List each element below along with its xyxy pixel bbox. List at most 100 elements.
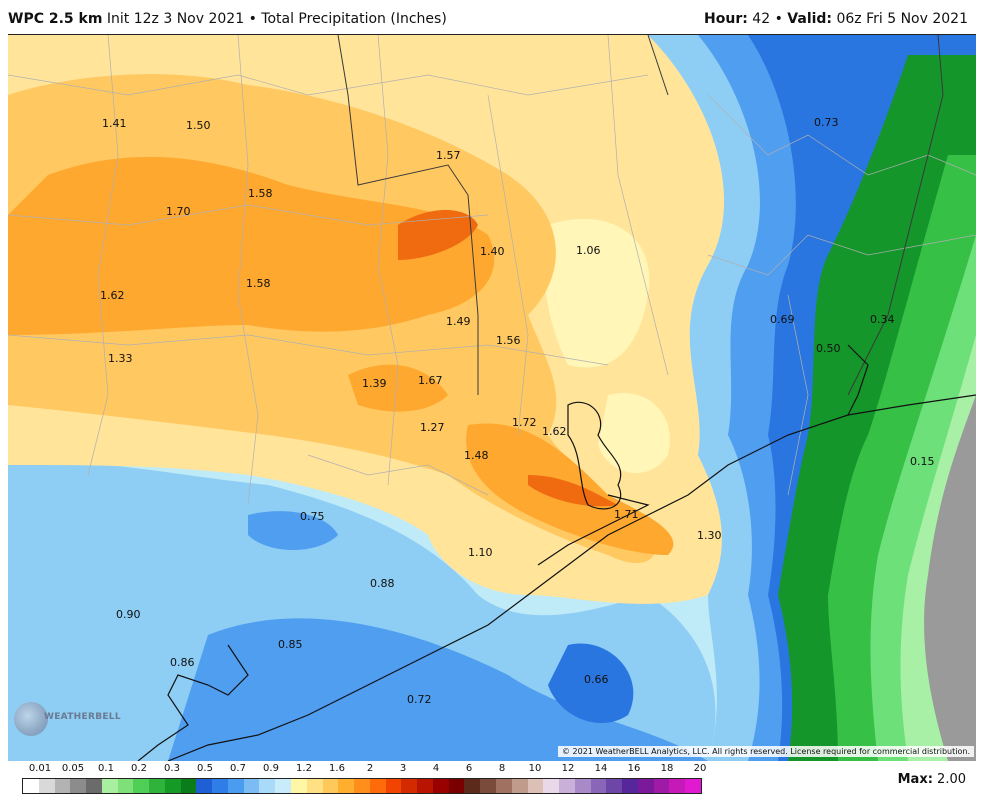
map-value-label: 1.10 (468, 546, 493, 559)
legend-swatch (432, 779, 449, 793)
map-value-label: 1.40 (480, 245, 505, 258)
legend-tick-label: 8 (498, 763, 506, 774)
legend-swatch (133, 779, 150, 793)
precipitation-map[interactable]: 1.41 1.50 1.57 1.58 1.70 1.40 1.06 0.73 1.62 1.58… (8, 34, 976, 761)
region-orange-dark-coast (528, 475, 618, 507)
map-value-label: 1.62 (100, 289, 125, 302)
county-lines (8, 35, 976, 506)
map-value-label: 0.73 (814, 116, 839, 129)
legend-swatch (685, 779, 701, 793)
legend-swatch (354, 779, 370, 793)
map-value-label: 0.86 (170, 656, 195, 669)
max-value-box: Max: 2.00 (898, 772, 966, 787)
legend-tick-label: 0.05 (61, 763, 85, 774)
max-value: 2.00 (937, 772, 966, 787)
map-value-label: 0.88 (370, 577, 395, 590)
map-value-label: 1.48 (464, 449, 489, 462)
map-value-label: 1.33 (108, 352, 133, 365)
map-value-label: 0.90 (116, 608, 141, 621)
region-blue-west (248, 511, 338, 550)
legend-swatch (259, 779, 276, 793)
legend-swatch (448, 779, 465, 793)
map-value-label: 1.58 (246, 277, 271, 290)
region-pale-yellow-bay (598, 393, 670, 474)
map-value-label: 1.71 (614, 508, 639, 521)
legend-swatch (275, 779, 292, 793)
legend-tick-label: 0.9 (263, 763, 279, 774)
map-value-label: 1.58 (248, 187, 273, 200)
valid-label: Valid: (787, 11, 833, 27)
map-value-label: 1.72 (512, 416, 537, 429)
map-value-label: 1.06 (576, 244, 601, 257)
legend-swatch (606, 779, 623, 793)
legend-tick-label: 0.01 (28, 763, 52, 774)
state-lines (337, 35, 944, 396)
map-value-label: 1.57 (436, 149, 461, 162)
legend-swatch (417, 779, 433, 793)
legend-swatch (622, 779, 638, 793)
logo-globe-icon (14, 702, 48, 736)
map-value-label: 1.49 (446, 315, 471, 328)
legend-tick-label: 2 (366, 763, 374, 774)
legend-swatch (180, 779, 197, 793)
legend-swatch (212, 779, 228, 793)
max-label: Max: (897, 772, 933, 787)
legend-tick-label: 16 (627, 763, 641, 774)
legend-swatch (669, 779, 686, 793)
region-deep-blue-south (548, 643, 634, 724)
map-canvas: 1.41 1.50 1.57 1.58 1.70 1.40 1.06 0.73 1.62 1.58… (8, 35, 976, 761)
header-title: WPC 2.5 km Init 12z 3 Nov 2021 • Total P… (8, 11, 447, 27)
legend-swatch (227, 779, 244, 793)
legend-swatch (369, 779, 386, 793)
map-value-label: 1.30 (697, 529, 722, 542)
legend-swatch (637, 779, 654, 793)
legend-swatch (590, 779, 607, 793)
region-sky-blue (8, 462, 716, 761)
hour-value: 42 (752, 11, 771, 27)
legend-swatch (401, 779, 418, 793)
legend-swatch (480, 779, 496, 793)
region-orange-center (348, 364, 448, 412)
map-value-label: 0.50 (816, 342, 841, 355)
model-name: WPC 2.5 km (8, 11, 103, 27)
legend-swatch (306, 779, 323, 793)
legend-tick-label: 0.7 (230, 763, 246, 774)
legend-swatch (559, 779, 575, 793)
legend-swatch (511, 779, 528, 793)
legend-swatch (574, 779, 591, 793)
legend-tick-label: 0.5 (197, 763, 213, 774)
region-gray (924, 395, 976, 761)
header-bar: WPC 2.5 km Init 12z 3 Nov 2021 • Total P… (0, 0, 984, 34)
legend-tick-label: 14 (594, 763, 608, 774)
legend-tick-label: 0.3 (164, 763, 180, 774)
map-value-label: 1.62 (542, 425, 567, 438)
legend-tick-label: 10 (528, 763, 542, 774)
legend-swatch (86, 779, 102, 793)
region-orange (8, 156, 495, 335)
map-value-label: 1.50 (186, 119, 211, 132)
legend-tick-label: 1.6 (329, 763, 345, 774)
legend-color-bar (22, 778, 702, 794)
legend-swatch (322, 779, 339, 793)
map-value-label: 0.75 (300, 510, 325, 523)
legend-tick-label: 12 (561, 763, 575, 774)
legend: 0.01 0.05 0.1 0.2 0.3 0.5 0.7 0.9 1.2 1.6 2 3 4 6 8 10 1… (22, 763, 706, 803)
legend-swatch (464, 779, 481, 793)
legend-swatch (117, 779, 134, 793)
value-labels: 1.41 1.50 1.57 1.58 1.70 1.40 1.06 0.73 1.62 1.58… (100, 116, 935, 706)
legend-swatch (164, 779, 181, 793)
legend-swatch (338, 779, 355, 793)
legend-swatch (196, 779, 213, 793)
legend-tick-label: 18 (660, 763, 674, 774)
map-value-label: 0.34 (870, 313, 895, 326)
legend-swatch (149, 779, 165, 793)
weatherbell-logo: WEATHERBELL (14, 700, 121, 740)
map-value-label: 1.27 (420, 421, 445, 434)
legend-swatch (495, 779, 512, 793)
legend-tick-label: 0.2 (131, 763, 147, 774)
legend-tick-label: 1.2 (296, 763, 312, 774)
map-value-label: 0.85 (278, 638, 303, 651)
map-value-label: 0.72 (407, 693, 432, 706)
legend-tick-label: 6 (465, 763, 473, 774)
init-time: Init 12z 3 Nov 2021 (106, 11, 245, 27)
